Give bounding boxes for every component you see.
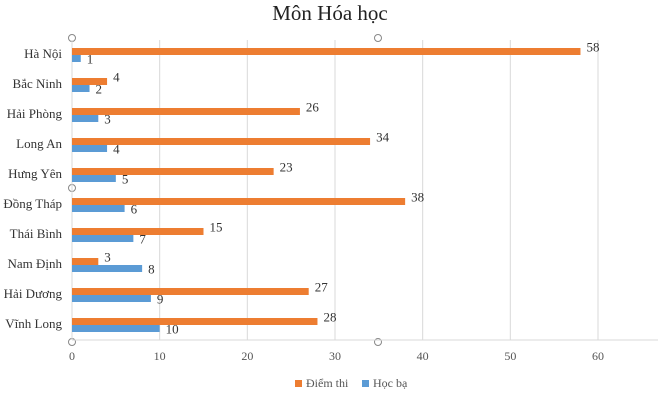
- data-label: 1: [87, 51, 94, 66]
- x-tick-label: 40: [417, 349, 429, 363]
- legend-swatch: [295, 380, 302, 387]
- y-tick-label: Hải Phòng: [7, 106, 63, 121]
- data-label: 23: [280, 159, 293, 174]
- legend-swatch: [362, 380, 369, 387]
- bar: [72, 55, 81, 62]
- data-label: 4: [113, 141, 120, 156]
- data-label: 10: [166, 321, 179, 336]
- bar: [72, 85, 90, 92]
- y-tick-label: Long An: [16, 136, 62, 151]
- y-tick-label: Hải Dương: [4, 286, 63, 301]
- x-tick-label: 60: [592, 349, 604, 363]
- data-label: 38: [411, 189, 424, 204]
- legend-label: Điểm thi: [306, 376, 349, 390]
- bar: [72, 288, 309, 295]
- y-tick-label: Vĩnh Long: [5, 316, 62, 331]
- bar: [72, 78, 108, 85]
- data-label: 28: [323, 309, 336, 324]
- bar: [72, 48, 581, 55]
- data-label: 34: [376, 129, 390, 144]
- data-label: 6: [131, 201, 138, 216]
- data-label: 5: [122, 171, 129, 186]
- x-tick-label: 0: [69, 349, 75, 363]
- data-label: 4: [113, 69, 120, 84]
- y-tick-label: Nam Định: [7, 256, 62, 271]
- data-label: 58: [586, 39, 599, 54]
- bar: [72, 295, 151, 302]
- x-tick-label: 30: [329, 349, 341, 363]
- x-tick-label: 20: [241, 349, 253, 363]
- bar: [72, 205, 125, 212]
- data-label: 2: [96, 81, 103, 96]
- data-label: 27: [315, 279, 329, 294]
- data-label: 26: [306, 99, 320, 114]
- bar: [72, 258, 99, 265]
- data-label: 15: [210, 219, 223, 234]
- y-tick-label: Bắc Ninh: [13, 76, 63, 91]
- y-tick-label: Hà Nội: [24, 46, 62, 61]
- data-label: 3: [104, 111, 111, 126]
- data-label: 8: [148, 261, 155, 276]
- x-tick-label: 50: [504, 349, 516, 363]
- y-tick-label: Thái Bình: [10, 226, 63, 241]
- y-tick-label: Đồng Tháp: [3, 196, 62, 211]
- bar: [72, 108, 300, 115]
- bar: [72, 265, 143, 272]
- data-label: 7: [139, 231, 146, 246]
- chart-title: Môn Hóa học: [272, 1, 387, 25]
- x-tick-label: 10: [154, 349, 166, 363]
- bar: [72, 145, 108, 152]
- bar: [72, 235, 134, 242]
- bar: [72, 318, 318, 325]
- legend-label: Học bạ: [373, 376, 408, 390]
- y-tick-label: Hưng Yên: [8, 166, 62, 181]
- bar: [72, 198, 406, 205]
- bar: [72, 175, 116, 182]
- bar: [72, 115, 99, 122]
- data-label: 9: [157, 291, 164, 306]
- bar: [72, 325, 160, 332]
- data-label: 3: [104, 249, 111, 264]
- bar: [72, 168, 274, 175]
- bar: [72, 138, 371, 145]
- bar: [72, 228, 204, 235]
